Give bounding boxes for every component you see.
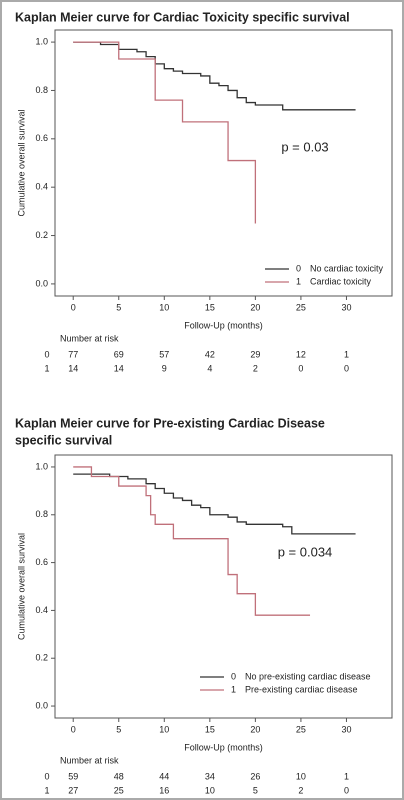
y-axis-label: Cumulative overall survival [16,109,26,216]
risk-count: 10 [296,771,306,781]
risk-count: 10 [205,785,215,795]
risk-table-title: Number at risk [60,755,119,765]
y-tick-label: 0.2 [35,230,48,240]
chart-title: Kaplan Meier curve for Pre-existing Card… [15,416,325,430]
risk-count: 2 [253,363,258,373]
risk-count: 29 [250,349,260,359]
risk-count: 44 [159,771,169,781]
x-axis-label: Follow-Up (months) [184,742,263,752]
y-tick-label: 0.0 [35,278,48,288]
p-value: p = 0.034 [278,544,333,559]
x-tick-label: 25 [296,302,306,312]
y-tick-label: 1.0 [35,461,48,471]
legend-group: 0 [231,671,236,681]
risk-count: 25 [114,785,124,795]
risk-count: 26 [250,771,260,781]
x-tick-label: 30 [341,724,351,734]
risk-group: 0 [44,349,49,359]
survival-curve [73,473,356,535]
x-tick-label: 20 [250,724,260,734]
chart-title: Kaplan Meier curve for Cardiac Toxicity … [15,10,350,24]
risk-count: 48 [114,771,124,781]
risk-count: 0 [344,785,349,795]
x-tick-label: 5 [116,302,121,312]
x-tick-label: 0 [71,724,76,734]
risk-count: 14 [68,363,78,373]
risk-count: 4 [207,363,212,373]
risk-count: 69 [114,349,124,359]
legend-label: Pre-existing cardiac disease [245,684,358,694]
x-tick-label: 5 [116,724,121,734]
risk-count: 59 [68,771,78,781]
risk-count: 9 [162,363,167,373]
y-tick-label: 0.8 [35,85,48,95]
x-tick-label: 10 [159,302,169,312]
y-tick-label: 0.8 [35,509,48,519]
risk-count: 0 [298,363,303,373]
x-tick-label: 15 [205,724,215,734]
risk-count: 0 [344,363,349,373]
y-axis-label: Cumulative overall survival [16,533,26,640]
y-tick-label: 0.6 [35,133,48,143]
plot-box [54,29,393,297]
risk-group: 1 [44,785,49,795]
y-tick-label: 0.0 [35,700,48,710]
y-tick-label: 0.4 [35,605,48,615]
chart-title: specific survival [15,433,112,447]
x-tick-label: 15 [205,302,215,312]
risk-count: 42 [205,349,215,359]
legend-label: No pre-existing cardiac disease [245,671,371,681]
risk-count: 16 [159,785,169,795]
risk-count: 27 [68,785,78,795]
risk-count: 2 [298,785,303,795]
risk-table-title: Number at risk [60,333,119,343]
x-tick-label: 10 [159,724,169,734]
risk-count: 57 [159,349,169,359]
survival-curve [73,41,257,224]
risk-count: 77 [68,349,78,359]
survival-curve [73,466,311,616]
x-tick-label: 20 [250,302,260,312]
legend-group: 1 [231,684,236,694]
risk-group: 0 [44,771,49,781]
risk-count: 34 [205,771,215,781]
risk-group: 1 [44,363,49,373]
legend-group: 1 [296,276,301,286]
risk-count: 1 [344,771,349,781]
x-tick-label: 25 [296,724,306,734]
survival-curve [73,41,356,111]
p-value: p = 0.03 [281,139,328,154]
y-tick-label: 0.6 [35,557,48,567]
y-tick-label: 0.4 [35,182,48,192]
risk-count: 14 [114,363,124,373]
legend-group: 0 [296,263,301,273]
y-tick-label: 0.2 [35,653,48,663]
x-axis-label: Follow-Up (months) [184,320,263,330]
legend-label: No cardiac toxicity [310,263,384,273]
x-tick-label: 30 [341,302,351,312]
risk-count: 12 [296,349,306,359]
y-tick-label: 1.0 [35,36,48,46]
x-tick-label: 0 [71,302,76,312]
risk-count: 5 [253,785,258,795]
plot-box [54,454,393,719]
legend-label: Cardiac toxicity [310,276,372,286]
risk-count: 1 [344,349,349,359]
